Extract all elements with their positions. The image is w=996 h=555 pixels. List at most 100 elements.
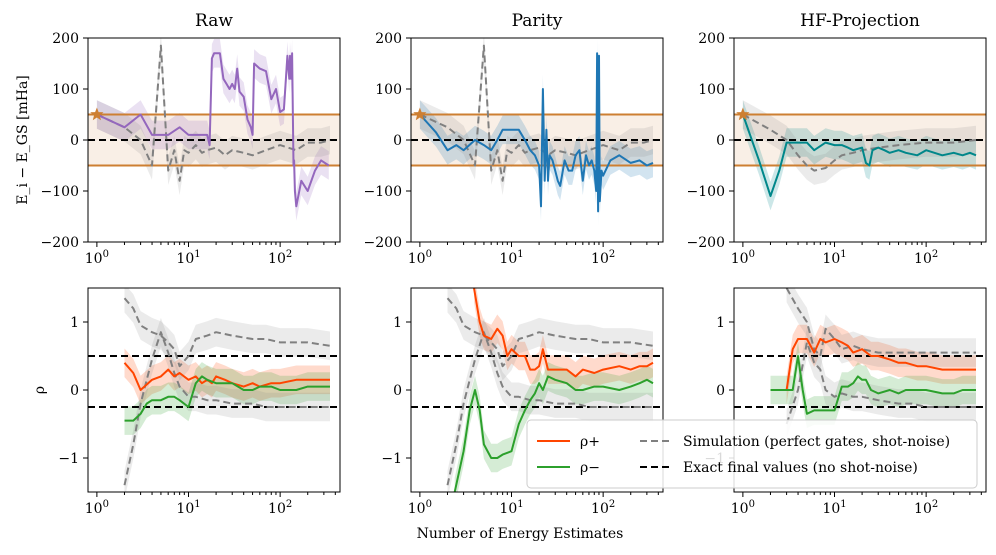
plot-area <box>88 288 340 492</box>
y-tick-label: 100 <box>698 82 725 98</box>
x-tick-label: 100 <box>85 249 109 267</box>
plot-area <box>734 288 986 439</box>
y-tick-label: 100 <box>52 82 79 98</box>
legend: ρ+ ρ− Simulation (perfect gates, shot-no… <box>526 419 978 489</box>
panel-title: HF-Projection <box>800 11 920 31</box>
y-tick-label: −100 <box>41 184 79 200</box>
series-line <box>446 297 654 368</box>
x-tick-label: 101 <box>499 249 523 267</box>
series-band <box>124 362 330 435</box>
x-tick-label: 100 <box>408 249 432 267</box>
series-line <box>96 44 331 182</box>
series-band <box>447 317 653 492</box>
series-line <box>742 113 977 172</box>
x-tick-label: 102 <box>914 499 938 517</box>
start-star-marker <box>90 107 104 121</box>
x-tick-label: 101 <box>176 499 200 517</box>
legend-rho-plus-label: ρ+ <box>580 434 600 450</box>
start-star-marker <box>736 107 750 121</box>
panel-5: 100 101 102 −1 0 1 <box>381 287 664 517</box>
legend-simulation-label: Simulation (perfect gates, shot-noise) <box>683 434 950 450</box>
y-ticks: −200 −100 0 100 200 <box>687 31 734 251</box>
series-line <box>473 288 654 378</box>
y-tick-label: 200 <box>52 31 79 47</box>
series-line <box>123 362 330 391</box>
start-star-marker <box>413 107 427 121</box>
x-tick-label: 102 <box>591 499 615 517</box>
x-ticks: 100 101 102 <box>408 242 659 267</box>
x-tick-label: 101 <box>822 249 846 267</box>
series-band <box>96 39 329 221</box>
plot-area <box>411 288 663 492</box>
series-line <box>96 52 330 208</box>
y-ticks: −1 0 1 <box>381 315 411 467</box>
x-ticks: 100 101 102 <box>731 242 982 267</box>
x-ticks: 100 101 102 <box>85 492 336 517</box>
y-tick-label: 1 <box>393 315 402 331</box>
y-tick-label: 0 <box>393 133 402 149</box>
y-tick-label: 200 <box>698 31 725 47</box>
top-y-axis-label: E_i − E_GS [mHa] <box>15 75 31 205</box>
y-tick-label: 0 <box>716 133 725 149</box>
panel-1: Raw 100 101 102 −200 −100 0 100 200 <box>41 11 341 267</box>
series-line <box>785 288 976 357</box>
series-band <box>96 38 330 196</box>
panel-2: Parity 100 101 102 −200 −100 0 100 200 <box>364 11 664 267</box>
series-band <box>786 328 976 439</box>
panel-title: Parity <box>512 11 563 31</box>
x-ticks: 100 101 102 <box>85 242 336 267</box>
x-tick-label: 102 <box>268 499 292 517</box>
series-line <box>446 331 653 486</box>
series-line <box>453 375 654 492</box>
x-axis-label: Number of Energy Estimates <box>417 526 624 542</box>
y-ticks: −1 0 1 <box>58 315 88 467</box>
legend-rho-minus-label: ρ− <box>580 460 600 476</box>
x-tick-label: 102 <box>914 249 938 267</box>
panel-title: Raw <box>195 11 233 31</box>
y-tick-label: −200 <box>687 235 725 251</box>
x-tick-label: 100 <box>731 249 755 267</box>
y-tick-label: 0 <box>393 383 402 399</box>
y-tick-label: 1 <box>70 315 79 331</box>
series-band <box>742 100 976 211</box>
y-ticks: −200 −100 0 100 200 <box>364 31 411 251</box>
series-line <box>770 355 976 415</box>
series-line <box>124 375 330 422</box>
y-ticks: −200 −100 0 100 200 <box>41 31 88 251</box>
x-tick-label: 102 <box>268 249 292 267</box>
legend-box <box>526 419 978 489</box>
y-tick-label: −100 <box>364 184 402 200</box>
series-band <box>786 324 976 405</box>
series-band <box>124 317 330 492</box>
y-tick-label: 200 <box>375 31 402 47</box>
series-line <box>785 338 976 391</box>
x-tick-label: 102 <box>591 249 615 267</box>
legend-exact-label: Exact final values (no shot-noise) <box>683 460 918 476</box>
series-line <box>419 44 654 182</box>
x-ticks: 100 101 102 <box>408 492 659 517</box>
y-tick-label: 0 <box>70 383 79 399</box>
series-band <box>419 38 653 196</box>
x-tick-label: 100 <box>731 499 755 517</box>
series-line <box>741 114 977 198</box>
series-band <box>742 100 976 185</box>
panel-4: 100 101 102 −1 0 1 <box>58 287 341 517</box>
x-ticks: 100 101 102 <box>731 492 982 517</box>
y-tick-label: −200 <box>364 235 402 251</box>
y-tick-label: 0 <box>70 133 79 149</box>
plot-area <box>411 38 663 226</box>
plot-area <box>88 38 340 221</box>
bottom-y-axis-label: ρ <box>32 386 48 394</box>
x-tick-label: 101 <box>822 499 846 517</box>
series-band <box>454 362 653 492</box>
series-line <box>419 52 654 213</box>
plot-area <box>734 100 986 211</box>
x-tick-label: 101 <box>176 249 200 267</box>
y-tick-label: 0 <box>716 383 725 399</box>
x-tick-label: 101 <box>499 499 523 517</box>
y-tick-label: −100 <box>687 184 725 200</box>
y-tick-label: 1 <box>716 315 725 331</box>
